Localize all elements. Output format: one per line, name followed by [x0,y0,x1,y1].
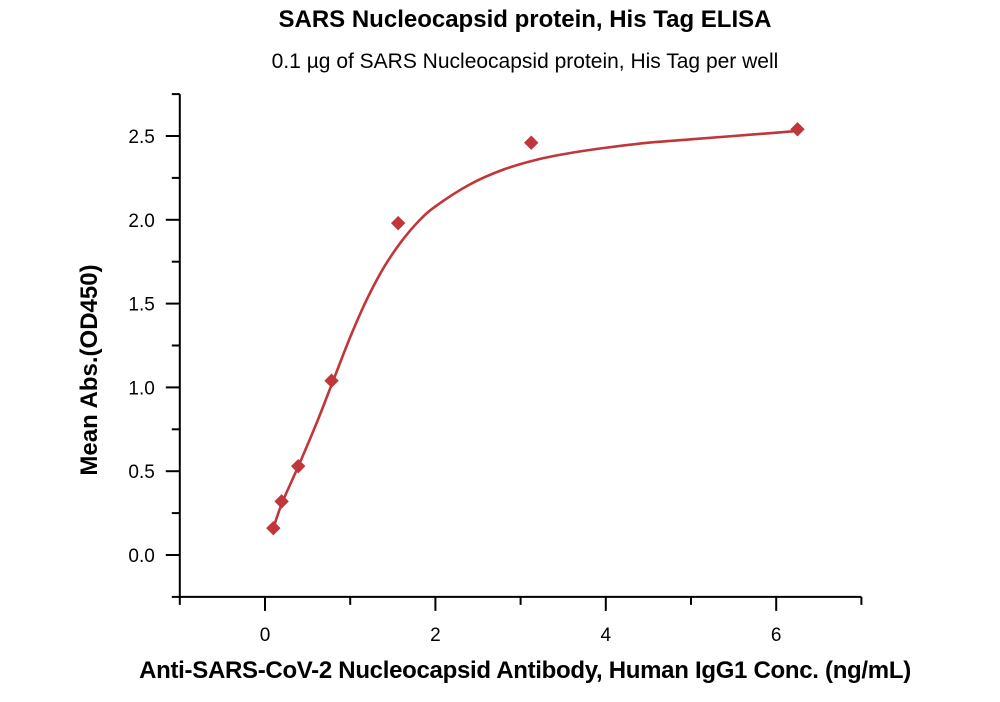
data-point-diamond [390,215,406,231]
data-point-diamond [524,135,539,150]
data-point-diamond [790,122,805,137]
y-tick-label: 0.5 [128,462,154,483]
chart-subtitle: 0.1 µg of SARS Nucleocapsid protein, His… [271,50,779,73]
data-point-diamond [266,520,281,536]
data-points [266,122,805,536]
x-tick-label: 6 [771,625,782,646]
y-tick-label: 2.0 [128,211,154,232]
fit-curve [272,129,798,529]
chart-title: SARS Nucleocapsid protein, His Tag ELISA [278,6,772,33]
y-tick-label: 0.0 [128,546,154,567]
y-tick-label: 1.5 [128,295,154,316]
data-point-diamond [274,494,289,509]
x-axis-label: Anti-SARS-CoV-2 Nucleocapsid Antibody, H… [139,657,911,684]
y-tick-label: 1.0 [128,378,154,399]
x-tick-label: 0 [260,625,271,646]
x-tick-label: 2 [430,625,441,646]
data-point-diamond [291,458,306,474]
x-tick-label: 4 [601,625,612,646]
axes: 0 2 4 6 0.0 0.5 1.0 1.5 2.0 2.5 [128,93,863,646]
y-tick-label: 2.5 [128,127,154,148]
data-point-diamond [324,373,339,388]
